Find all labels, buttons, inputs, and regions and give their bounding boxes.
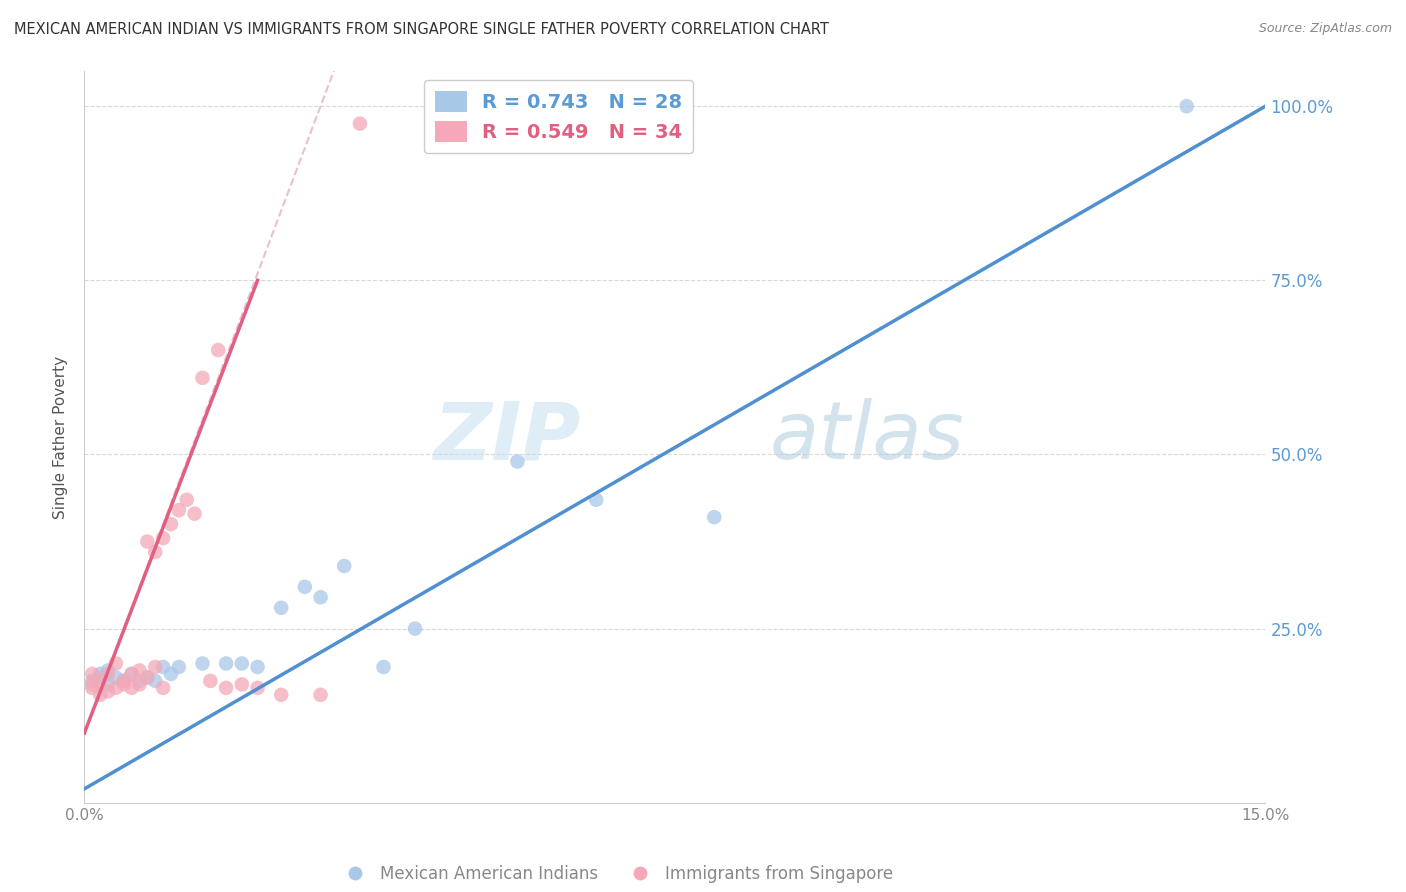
Point bbox=[176, 492, 198, 507]
Point bbox=[349, 117, 371, 131]
Point bbox=[89, 688, 111, 702]
Point bbox=[97, 677, 120, 691]
Point bbox=[191, 657, 214, 671]
Point bbox=[82, 681, 104, 695]
Point bbox=[333, 558, 356, 573]
Point bbox=[215, 681, 238, 695]
Point bbox=[207, 343, 229, 357]
Point bbox=[160, 667, 183, 681]
Point bbox=[128, 677, 150, 691]
Point bbox=[112, 673, 135, 688]
Point bbox=[112, 673, 135, 688]
Point bbox=[215, 657, 238, 671]
Point bbox=[270, 600, 292, 615]
Point bbox=[309, 591, 332, 605]
Point bbox=[152, 660, 174, 674]
Point bbox=[167, 660, 190, 674]
Point bbox=[128, 664, 150, 678]
Point bbox=[97, 684, 120, 698]
Point bbox=[121, 681, 143, 695]
Point bbox=[585, 492, 607, 507]
Point bbox=[89, 670, 111, 684]
Point bbox=[143, 545, 166, 559]
Point bbox=[143, 673, 166, 688]
Point bbox=[703, 510, 725, 524]
Point bbox=[200, 673, 222, 688]
Point bbox=[373, 660, 395, 674]
Point bbox=[152, 531, 174, 545]
Point bbox=[82, 673, 104, 688]
Text: ZIP: ZIP bbox=[433, 398, 581, 476]
Point bbox=[121, 667, 143, 681]
Point bbox=[89, 673, 111, 688]
Text: atlas: atlas bbox=[769, 398, 965, 476]
Point bbox=[104, 681, 127, 695]
Text: Source: ZipAtlas.com: Source: ZipAtlas.com bbox=[1258, 22, 1392, 36]
Point bbox=[104, 657, 127, 671]
Point bbox=[246, 660, 269, 674]
Point bbox=[104, 670, 127, 684]
Point bbox=[167, 503, 190, 517]
Point bbox=[112, 677, 135, 691]
Point bbox=[1175, 99, 1198, 113]
Text: MEXICAN AMERICAN INDIAN VS IMMIGRANTS FROM SINGAPORE SINGLE FATHER POVERTY CORRE: MEXICAN AMERICAN INDIAN VS IMMIGRANTS FR… bbox=[14, 22, 830, 37]
Point bbox=[294, 580, 316, 594]
Point bbox=[89, 667, 111, 681]
Point bbox=[183, 507, 205, 521]
Point bbox=[404, 622, 426, 636]
Point bbox=[309, 688, 332, 702]
Point bbox=[97, 664, 120, 678]
Point bbox=[136, 670, 159, 684]
Point bbox=[136, 534, 159, 549]
Point bbox=[231, 657, 253, 671]
Point bbox=[270, 688, 292, 702]
Point bbox=[143, 660, 166, 674]
Point bbox=[191, 371, 214, 385]
Point bbox=[136, 670, 159, 684]
Point bbox=[152, 681, 174, 695]
Point bbox=[231, 677, 253, 691]
Point bbox=[246, 681, 269, 695]
Legend: Mexican American Indians, Immigrants from Singapore: Mexican American Indians, Immigrants fro… bbox=[332, 858, 900, 889]
Point bbox=[160, 517, 183, 532]
Point bbox=[506, 454, 529, 468]
Y-axis label: Single Father Poverty: Single Father Poverty bbox=[53, 356, 69, 518]
Point bbox=[128, 673, 150, 688]
Point bbox=[82, 667, 104, 681]
Point bbox=[121, 667, 143, 681]
Point bbox=[97, 667, 120, 681]
Point bbox=[82, 677, 104, 691]
